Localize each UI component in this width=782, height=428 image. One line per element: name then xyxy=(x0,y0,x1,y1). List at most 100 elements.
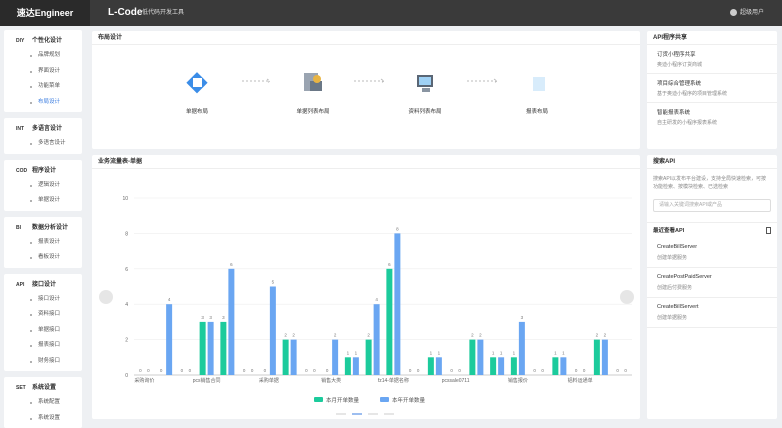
nav-item[interactable]: 系统设置 xyxy=(4,411,82,427)
api-share-card: API程序共享 订货小程序共享 奥迪小程序订货商城 项目综合管理系统 基于奥迪小程序的… xyxy=(647,31,777,149)
bar xyxy=(220,321,227,375)
value-label: 2 xyxy=(284,333,287,338)
nav-item[interactable]: 报表接口 xyxy=(4,338,82,354)
nav-item[interactable]: 财务接口 xyxy=(4,354,82,370)
bar xyxy=(290,339,297,375)
app-subtitle: 低代码开发工具 xyxy=(142,10,185,16)
value-label: 6 xyxy=(230,262,233,267)
bar xyxy=(344,357,351,375)
bar xyxy=(593,339,600,375)
value-label: 0 xyxy=(533,368,536,373)
bar xyxy=(269,286,276,375)
layout-label[interactable]: 单据布局 xyxy=(185,109,208,115)
value-label: 4 xyxy=(375,297,378,302)
legend-swatch xyxy=(380,397,389,402)
nav-item[interactable]: 资料接口 xyxy=(4,307,82,323)
nav-item[interactable]: 单据接口 xyxy=(4,323,82,339)
bar xyxy=(228,268,235,375)
nav-group: API 接口设计 接口设计 资料接口 单据接口 报表接口 财务接口 xyxy=(4,273,82,371)
layout-label[interactable]: 资料列表布局 xyxy=(408,109,442,115)
share-name: 订货小程序共享 xyxy=(657,52,696,58)
bar xyxy=(199,321,206,375)
recent-desc: 创建单据服务 xyxy=(657,315,688,321)
x-tick-label: 销售大类 xyxy=(321,377,341,384)
nav-item[interactable]: 接口设计 xyxy=(4,292,82,308)
recent-desc: 创建单据服务 xyxy=(657,255,688,261)
icon-2 xyxy=(304,73,322,91)
next-arrow[interactable] xyxy=(620,290,634,304)
nav-item[interactable]: 逻辑设计 xyxy=(4,178,82,194)
search-input[interactable]: 请输入关键词搜索API或产品 xyxy=(653,199,771,212)
value-label: 0 xyxy=(575,368,578,373)
nav-code: DIY xyxy=(16,38,25,44)
card-title: 布局设计 xyxy=(92,31,640,45)
prev-arrow[interactable] xyxy=(99,290,113,304)
nav-item[interactable]: 系统配置 xyxy=(4,395,82,411)
bar xyxy=(490,357,497,375)
value-label: 0 xyxy=(139,368,142,373)
nav-title: 个性化设计 xyxy=(32,38,63,44)
share-desc: 基于奥迪小程序的项目管理系统 xyxy=(657,91,728,97)
value-label: 3 xyxy=(222,315,225,320)
value-label: 1 xyxy=(513,350,516,355)
value-label: 0 xyxy=(305,368,308,373)
value-label: 0 xyxy=(417,368,420,373)
nav-item[interactable]: 布局设计 xyxy=(4,95,82,111)
x-tick-label: fz14-单据名称 xyxy=(378,377,409,384)
bar xyxy=(518,321,525,375)
bar xyxy=(166,304,173,375)
nav-item[interactable]: 界面设计 xyxy=(4,64,82,80)
recent-desc: 创建后付费服务 xyxy=(657,285,693,291)
recent-item[interactable]: CreateBillServert 创建单据服务 xyxy=(647,298,777,328)
nav-item[interactable]: 报表设计 xyxy=(4,235,82,251)
layout-label[interactable]: 报表布局 xyxy=(525,109,548,115)
y-tick-label: 8 xyxy=(125,231,128,237)
recent-header: 最近查看API xyxy=(647,222,777,238)
recent-name: CreateBillServert xyxy=(657,304,699,310)
user-name: 超级用户 xyxy=(740,10,765,16)
nav-item[interactable]: 单据设计 xyxy=(4,193,82,209)
layout-card: 布局设计 单据布局 单据列表布局 资料列表布局 报表布局 xyxy=(92,31,640,149)
nav-group: BI 数据分析设计 报表设计 看板设计 xyxy=(4,216,82,268)
value-label: 3 xyxy=(201,315,204,320)
value-label: 1 xyxy=(500,350,503,355)
share-desc: 奥迪小程序订货商城 xyxy=(657,62,703,68)
layout-label[interactable]: 单据列表布局 xyxy=(296,109,330,115)
nav-item[interactable]: 看板设计 xyxy=(4,250,82,266)
share-name: 项目综合管理系统 xyxy=(657,81,702,87)
value-label: 2 xyxy=(596,333,599,338)
trash-icon[interactable] xyxy=(766,227,771,234)
value-label: 2 xyxy=(604,333,607,338)
value-label: 1 xyxy=(562,350,565,355)
bar xyxy=(386,268,393,375)
nav-item[interactable]: 品牌规划 xyxy=(4,48,82,64)
value-label: 0 xyxy=(160,368,163,373)
recent-item[interactable]: CreateBillServer 创建单据服务 xyxy=(647,238,777,268)
recent-item[interactable]: CreatePostPaidServer 创建后付费服务 xyxy=(647,268,777,298)
bar xyxy=(207,321,214,375)
value-label: 1 xyxy=(430,350,433,355)
share-item[interactable]: 订货小程序共享奥迪小程序订货商城 xyxy=(647,45,777,73)
y-tick-label: 6 xyxy=(125,267,128,273)
share-desc: 自主研发的小程序报表系统 xyxy=(657,120,718,126)
value-label: 0 xyxy=(326,368,329,373)
value-label: 0 xyxy=(181,368,184,373)
bar xyxy=(601,339,608,375)
icon-4 xyxy=(533,77,545,91)
share-item[interactable]: 项目综合管理系统基于奥迪小程序的项目管理系统 xyxy=(647,73,777,102)
value-label: 1 xyxy=(492,350,495,355)
bar xyxy=(477,339,484,375)
value-label: 3 xyxy=(209,315,212,320)
value-label: 1 xyxy=(355,350,358,355)
bar xyxy=(510,357,517,375)
value-label: 1 xyxy=(438,350,441,355)
nav-item[interactable]: 多语言设计 xyxy=(4,136,82,152)
x-tick-label: pcssale0711 xyxy=(442,378,470,384)
nav-group-header: BI 数据分析设计 xyxy=(4,221,82,235)
y-tick-label: 10 xyxy=(122,196,128,202)
nav-title: 程序设计 xyxy=(32,167,57,174)
search-card: 搜索API 搜索API以发布平台建设，支持全局快速检索，可按功能检索、按模块检索… xyxy=(647,155,777,419)
share-item[interactable]: 智能报表系统 自主研发的小程序报表系统 xyxy=(647,102,777,131)
nav-item[interactable]: 功能菜单 xyxy=(4,79,82,95)
bar xyxy=(435,357,442,375)
